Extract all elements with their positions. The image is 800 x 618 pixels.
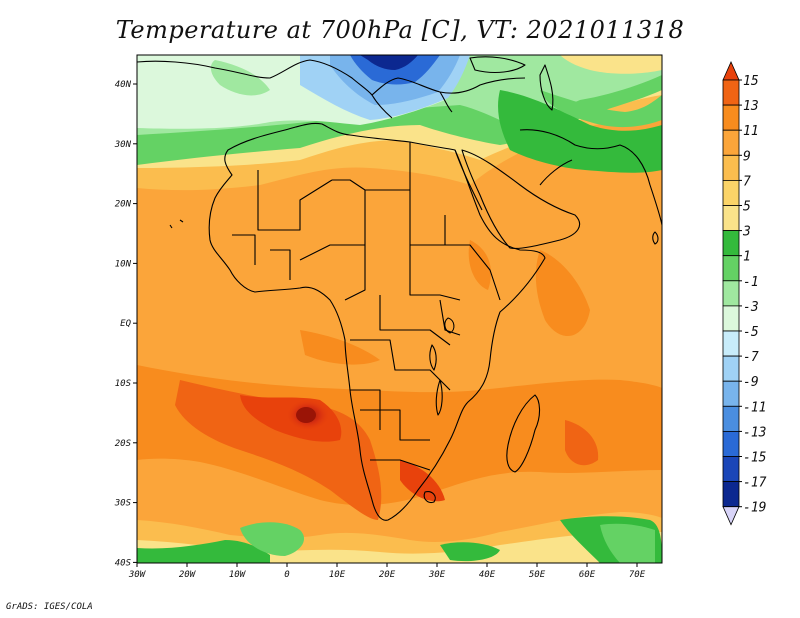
x-tick-label: 70E bbox=[629, 570, 646, 580]
colorbar-top-arrow bbox=[722, 61, 740, 81]
colorbar-label: -13 bbox=[743, 425, 766, 440]
colorbar-label: 13 bbox=[743, 99, 759, 114]
colorbar-label: -19 bbox=[743, 501, 766, 516]
colorbar-bottom-arrow bbox=[722, 506, 740, 526]
x-tick-label: 30E bbox=[428, 570, 446, 580]
map-frame bbox=[136, 54, 663, 564]
x-tick-label: 10E bbox=[329, 570, 346, 580]
colorbar-label: -1 bbox=[743, 275, 759, 290]
x-axis: 30W 20W 10W 0 10E 20E 30E 40E 50E 60E 70E bbox=[128, 563, 646, 580]
y-tick-label: 40S bbox=[115, 558, 132, 568]
y-tick-label: 20S bbox=[115, 439, 132, 449]
x-tick-label: 0 bbox=[284, 570, 289, 580]
colorbar-label: -9 bbox=[743, 375, 759, 390]
grads-credit: GrADS: IGES/COLA bbox=[6, 602, 93, 612]
colorbar-label: 5 bbox=[743, 200, 751, 215]
colorbar-label: -15 bbox=[743, 451, 767, 466]
colorbar-label: -11 bbox=[743, 400, 766, 415]
colorbar-segment bbox=[722, 255, 740, 282]
colorbar-label: -17 bbox=[743, 476, 767, 491]
colorbar-segment bbox=[722, 79, 740, 106]
colorbar-segment bbox=[722, 129, 740, 156]
colorbar-segment bbox=[722, 330, 740, 357]
y-tick-label: 20N bbox=[115, 200, 132, 210]
colorbar-segment bbox=[722, 230, 740, 257]
x-tick-label: 20E bbox=[379, 570, 396, 580]
colorbar-label: -3 bbox=[743, 300, 759, 315]
colorbar-segment bbox=[722, 355, 740, 382]
colorbar-label: -7 bbox=[743, 350, 759, 365]
colorbar-label: 15 bbox=[743, 74, 759, 89]
colorbar-label: 11 bbox=[743, 124, 759, 139]
colorbar-label: 3 bbox=[742, 225, 751, 240]
y-tick-label: 10N bbox=[115, 259, 132, 269]
coastlines-and-borders bbox=[137, 56, 662, 521]
x-tick-label: 20W bbox=[179, 570, 197, 580]
colorbar-label: 7 bbox=[743, 174, 751, 189]
colorbar: 15 13 11 9 7 5 3 1 -1 -3 -5 -7 -9 -11 -13 -15 -17 -19 bbox=[722, 61, 767, 526]
colorbar-segment bbox=[722, 456, 740, 483]
y-tick-label: 10S bbox=[115, 379, 132, 389]
x-tick-label: 10W bbox=[229, 570, 247, 580]
y-tick-label: 30S bbox=[114, 499, 132, 509]
colorbar-label: 9 bbox=[743, 149, 751, 164]
colorbar-segment bbox=[722, 405, 740, 432]
y-tick-label: EQ bbox=[120, 319, 131, 329]
colorbar-segment bbox=[722, 179, 740, 206]
y-axis: 40N 30N 20N 10N EQ 10S 20S 30S 40S bbox=[114, 80, 137, 568]
x-tick-label: 60E bbox=[579, 570, 596, 580]
colorbar-segment bbox=[722, 305, 740, 332]
colorbar-segment bbox=[722, 481, 740, 508]
colorbar-segment bbox=[722, 280, 740, 307]
temperature-field bbox=[137, 55, 662, 563]
x-tick-label: 40E bbox=[479, 570, 496, 580]
x-tick-label: 50E bbox=[529, 570, 546, 580]
map-title: Temperature at 700hPa [C], VT: 202101131… bbox=[115, 16, 685, 44]
colorbar-label: 1 bbox=[743, 250, 751, 265]
colorbar-segment bbox=[722, 205, 740, 232]
colorbar-segment bbox=[722, 104, 740, 131]
y-tick-label: 30N bbox=[114, 140, 132, 150]
colorbar-label: -5 bbox=[743, 325, 759, 340]
y-tick-label: 40N bbox=[115, 80, 132, 90]
colorbar-segment bbox=[722, 430, 740, 457]
colorbar-segment bbox=[722, 154, 740, 181]
x-tick-label: 30W bbox=[128, 570, 147, 580]
colorbar-segment bbox=[722, 380, 740, 407]
